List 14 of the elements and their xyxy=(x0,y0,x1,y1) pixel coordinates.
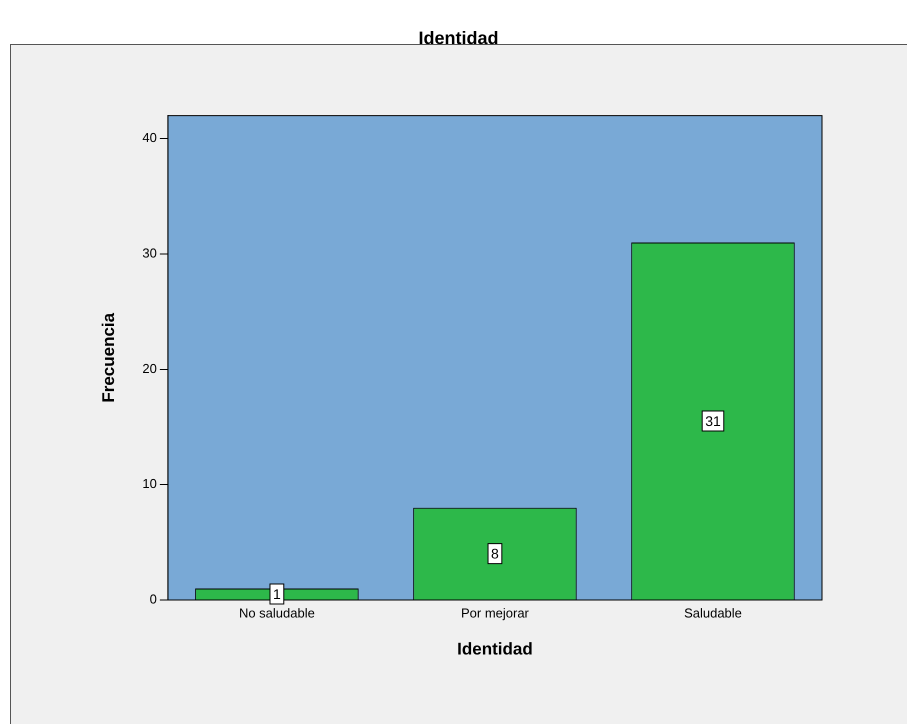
y-tick-label: 10 xyxy=(142,476,157,492)
y-tick-label: 40 xyxy=(142,130,157,146)
x-axis-title: Identidad xyxy=(457,639,533,658)
y-tick-label: 30 xyxy=(142,246,157,261)
chart-title: Identidad xyxy=(418,28,498,48)
x-tick-label: Por mejorar xyxy=(460,605,530,620)
y-axis-title: Frecuencia xyxy=(98,312,118,403)
x-tick-label: No saludable xyxy=(238,605,315,620)
y-tick-label: 20 xyxy=(142,360,157,376)
data-label: 8 xyxy=(491,545,500,562)
x-tick-label: Saludable xyxy=(684,605,742,620)
data-label: 31 xyxy=(705,412,721,429)
data-label: 1 xyxy=(272,586,281,602)
y-tick-label: 0 xyxy=(150,592,157,607)
